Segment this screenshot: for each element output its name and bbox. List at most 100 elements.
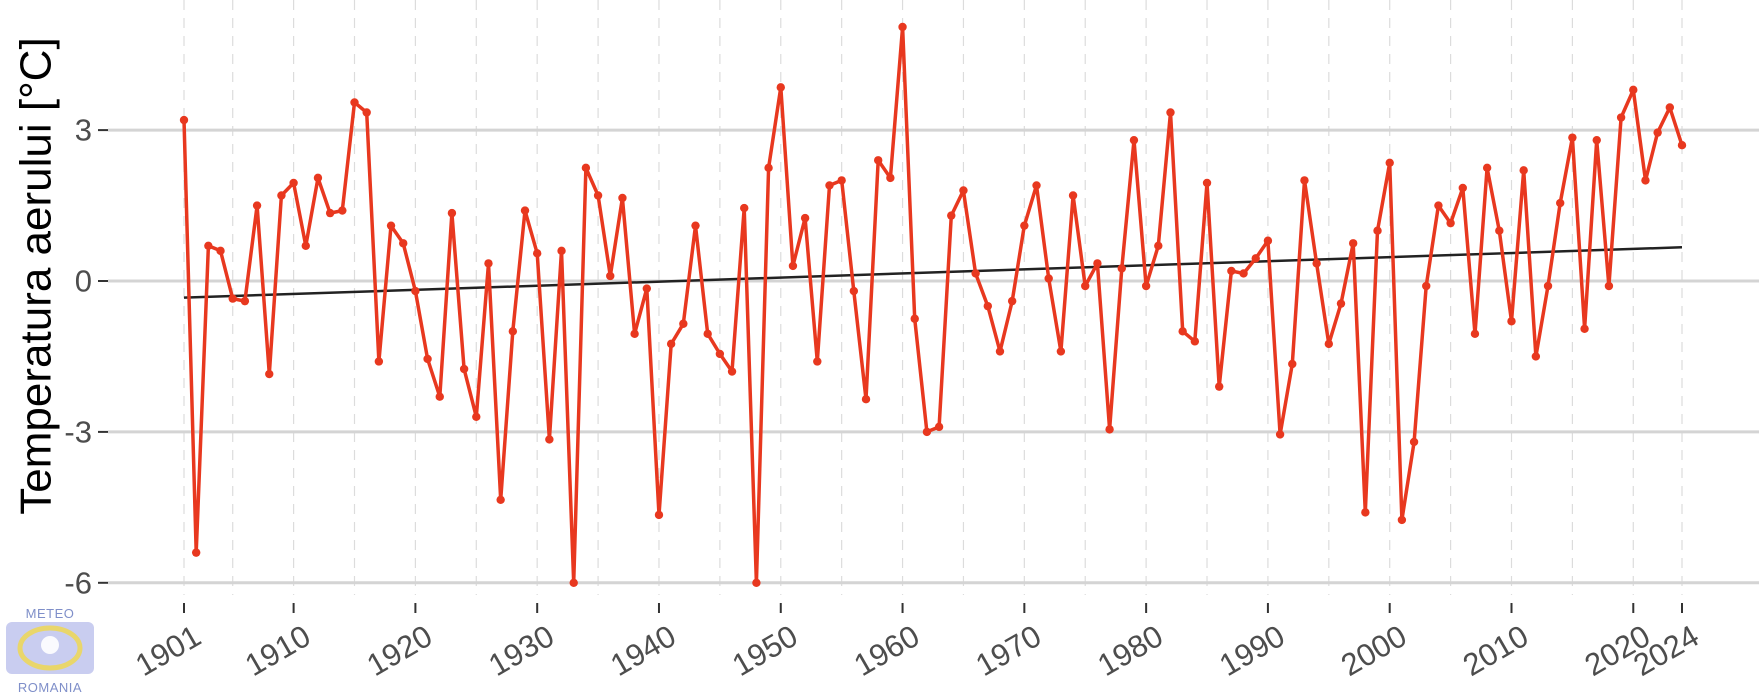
data-points [179,22,1687,587]
data-point [1141,281,1151,291]
data-point [630,329,639,339]
data-point [971,269,980,278]
data-point [764,163,773,173]
x-tick-label: 1970 [970,618,1047,683]
data-point [1580,324,1589,333]
data-point [289,178,298,188]
data-point [265,369,274,379]
data-point [1556,198,1565,208]
data-point [1312,259,1321,268]
grid [108,0,1759,595]
data-point [691,221,700,230]
data-point [496,495,505,505]
data-point [362,108,371,117]
data-point [740,203,749,213]
data-point [849,286,859,296]
x-axis-ticks: 1901 1910 1920 1930 1940 1950 1960 1970 1980 1990… [129,603,1705,683]
data-point [666,339,676,349]
data-point [703,329,712,339]
y-tick-label: -6 [64,565,92,600]
data-point [1263,236,1273,245]
data-point [1251,254,1260,263]
data-point [252,201,262,210]
data-point [447,208,457,218]
data-point [1129,135,1139,145]
logo-emblem-ring [17,625,83,671]
x-tick-label: 2010 [1457,618,1534,683]
data-point [532,249,542,258]
data-point [1507,317,1516,326]
data-point [520,206,530,215]
data-point [1543,281,1553,291]
data-point [1519,166,1528,175]
data-point [1178,327,1187,336]
data-point [472,412,481,422]
data-point [1044,274,1053,283]
temperature-anomaly-line [182,25,1684,585]
data-point [459,364,469,374]
data-point [1154,241,1163,250]
data-point [873,156,883,165]
data-point [1604,281,1614,291]
data-point [1239,269,1248,278]
data-point [776,83,785,92]
data-point [1056,347,1066,356]
data-point [654,510,664,520]
linear-trend [183,246,1683,299]
data-point [618,193,627,203]
data-point [191,548,201,557]
x-tick-label: 1990 [1213,618,1290,683]
data-point [581,163,591,173]
data-point [1288,359,1297,369]
data-point [1348,239,1358,248]
y-axis-ticks: -6 -3 0 3 [64,113,108,600]
data-point [1361,508,1370,517]
data-point [435,392,444,401]
data-point [1324,339,1334,349]
data-point [1385,158,1394,167]
data-point [313,173,323,183]
x-tick-label: 1920 [361,618,438,683]
logo-top-text: METEO [26,606,75,621]
trend-line [183,246,1683,299]
data-point [922,427,932,437]
x-tick-label: 1940 [604,618,681,683]
data-point [1470,329,1480,339]
data-point [240,296,250,306]
data-point [642,284,651,293]
data-point [1446,218,1455,228]
logo-bottom-text: ROMANIA [18,680,82,695]
data-point [1422,281,1431,291]
data-point [606,271,615,281]
data-point [325,208,335,218]
data-point [593,191,603,200]
data-point [1653,128,1662,137]
temperature-series [182,25,1684,585]
data-point [861,395,871,404]
data-point [910,314,919,323]
data-point [1202,178,1212,188]
data-point [179,115,189,125]
data-point [1616,113,1626,122]
data-point [1215,382,1224,391]
x-tick-label: 2000 [1335,618,1412,683]
data-point [813,357,822,366]
data-point [1458,183,1467,193]
data-point [1105,425,1114,434]
logo-emblem-sun [41,636,59,654]
data-point [386,221,396,230]
data-point [1190,337,1200,346]
data-point [1166,108,1175,117]
data-point [508,327,518,336]
data-point [228,294,237,303]
data-point [411,286,420,296]
data-point [301,241,310,250]
data-point [934,422,944,432]
data-point [423,354,432,364]
data-point [1007,296,1017,306]
x-tick-label: 1960 [848,618,925,683]
x-tick-label: 1910 [239,618,316,683]
data-point [350,98,359,107]
data-point [1093,259,1102,268]
